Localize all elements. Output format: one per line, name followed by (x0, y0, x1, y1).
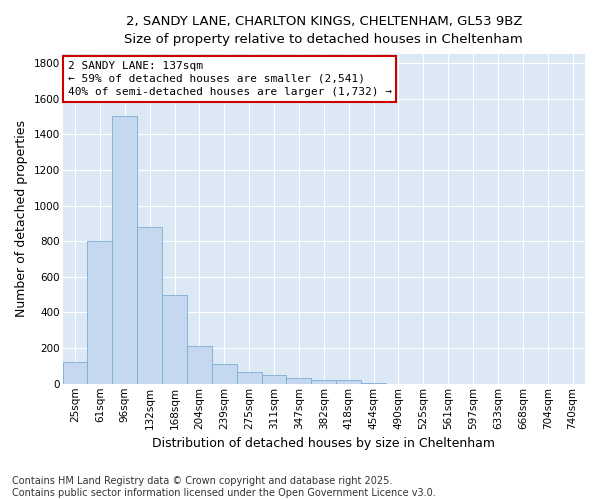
Bar (311, 380, 336, 384)
Bar (286, 378, 311, 384)
Bar (62, 362, 88, 384)
Bar (187, 346, 212, 384)
Bar (137, 227, 162, 384)
Bar (237, 372, 262, 384)
Text: 2 SANDY LANE: 137sqm
← 59% of detached houses are smaller (2,541)
40% of semi-de: 2 SANDY LANE: 137sqm ← 59% of detached h… (68, 60, 392, 97)
Bar (212, 364, 237, 384)
Bar (88, 241, 112, 384)
X-axis label: Distribution of detached houses by size in Cheltenham: Distribution of detached houses by size … (152, 437, 495, 450)
Title: 2, SANDY LANE, CHARLTON KINGS, CHELTENHAM, GL53 9BZ
Size of property relative to: 2, SANDY LANE, CHARLTON KINGS, CHELTENHA… (124, 15, 523, 46)
Bar (336, 380, 361, 384)
Y-axis label: Number of detached properties: Number of detached properties (15, 120, 28, 318)
Bar (162, 294, 187, 384)
Text: Contains HM Land Registry data © Crown copyright and database right 2025.
Contai: Contains HM Land Registry data © Crown c… (12, 476, 436, 498)
Bar (262, 375, 286, 384)
Bar (112, 116, 137, 384)
Bar (361, 383, 386, 384)
